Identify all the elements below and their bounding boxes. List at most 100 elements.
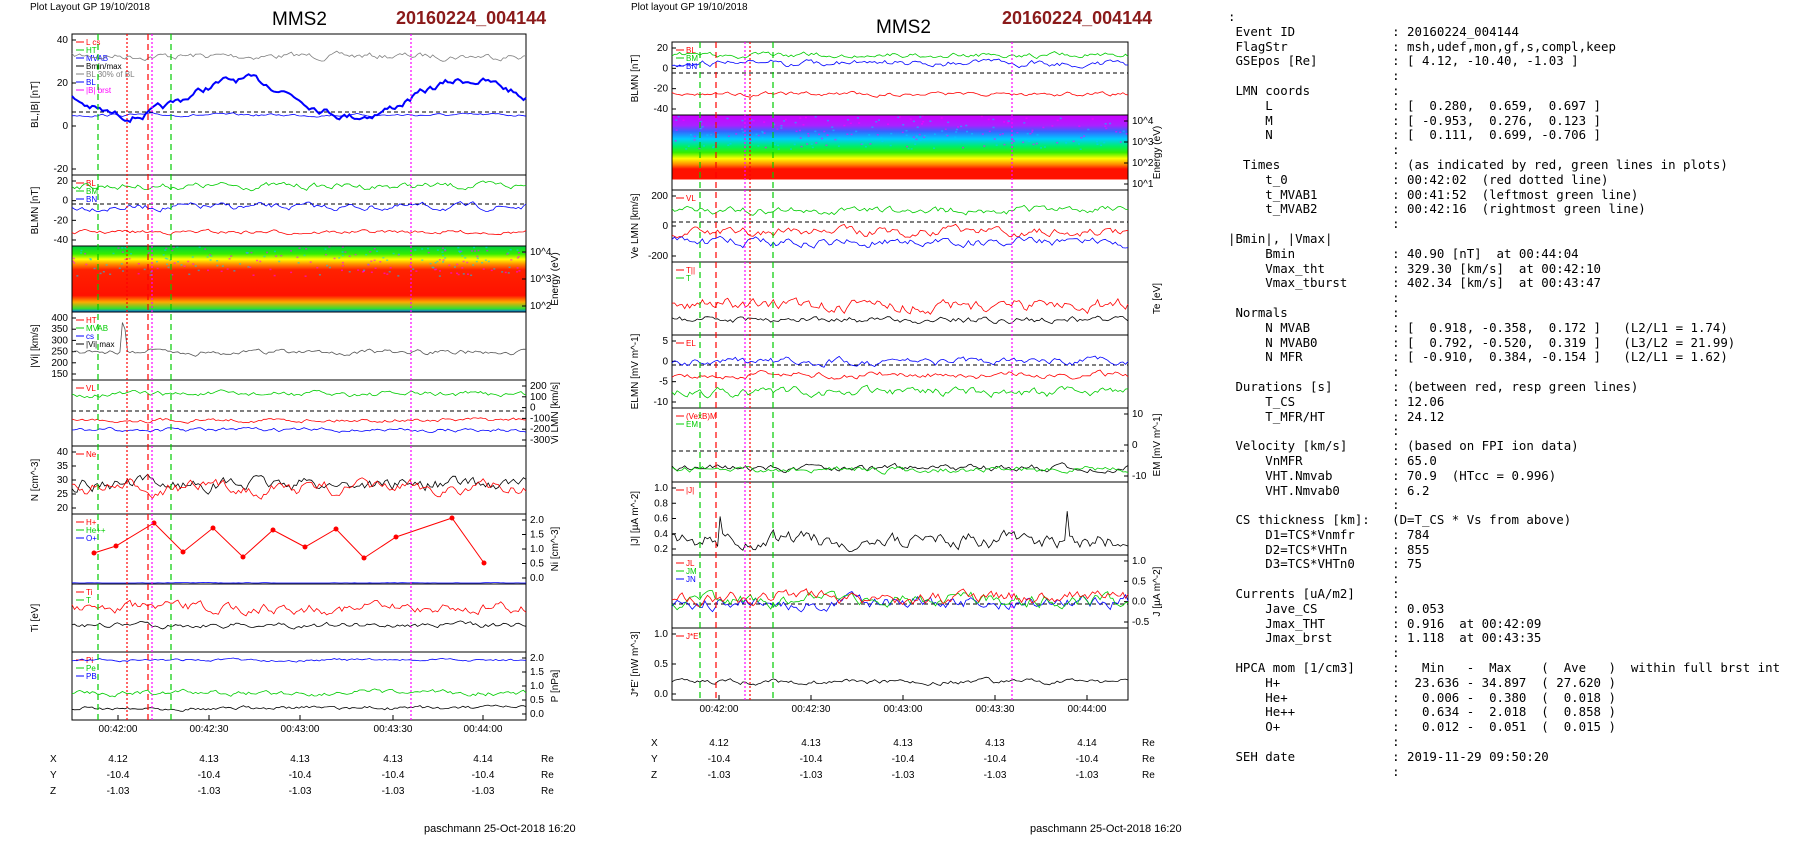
y-tick-label: 1.0 <box>1132 556 1146 567</box>
spectrogram-pixel <box>677 115 680 118</box>
info-line: t_MVAB1 : 00:41:52 (leftmost green line) <box>1228 186 1639 202</box>
spectrogram-pixel <box>167 266 170 269</box>
y-axis-label: Vi LMN [km/s] <box>550 382 561 444</box>
y-tick-label: 0 <box>62 196 68 207</box>
spectrogram-pixel <box>374 267 377 270</box>
spectrogram-pixel <box>517 252 520 254</box>
coord-value: 4.13 <box>199 754 219 765</box>
info-line: D1=TCS*Vnmfr : 784 <box>1228 526 1430 542</box>
spectrogram-pixel <box>434 261 437 264</box>
panel-frame <box>71 513 527 585</box>
spectrogram-pixel <box>763 132 766 134</box>
spectrogram-pixel <box>1087 128 1090 131</box>
spectrogram-pixel <box>1072 140 1075 143</box>
spectrogram-pixel <box>1096 140 1099 143</box>
info-line: : <box>1228 364 1400 380</box>
spectrogram-pixel <box>450 272 453 274</box>
spectrogram-pixel <box>379 261 382 263</box>
legend-entry: HT <box>86 46 97 55</box>
spectrogram-pixel <box>191 256 194 258</box>
y-tick-label: -10 <box>654 397 669 408</box>
spectrogram-pixel <box>1026 132 1029 135</box>
y-tick-label: 0.0 <box>530 709 544 720</box>
spectrogram-pixel <box>421 259 424 261</box>
spectrogram-pixel <box>940 117 943 119</box>
spectrogram-pixel <box>689 134 692 136</box>
legend-entry: T <box>686 274 691 283</box>
spectrogram-pixel <box>453 266 456 268</box>
spectrogram-pixel <box>472 264 475 266</box>
spectrogram-pixel <box>250 251 253 254</box>
spectrogram-pixel <box>826 119 829 122</box>
y-tick-label: 2.0 <box>530 515 544 526</box>
y-tick-label: 1.0 <box>654 483 668 494</box>
series-line <box>671 465 1129 475</box>
series-line <box>671 355 1129 368</box>
y-tick-label: 1.0 <box>654 629 668 640</box>
spectrogram-pixel <box>682 119 685 121</box>
spectrogram-pixel <box>438 270 441 272</box>
spectrogram-pixel <box>685 148 688 150</box>
legend-entry: JL <box>686 559 695 568</box>
spectrogram-pixel <box>826 134 829 136</box>
info-line: Jmax_brst : 1.118 at 00:43:35 <box>1228 630 1542 646</box>
spectrogram-pixel <box>383 272 386 275</box>
he-marker <box>481 560 487 566</box>
series-line <box>671 676 1129 686</box>
spectrogram-pixel <box>887 123 890 125</box>
spectrogram-pixel <box>1043 146 1046 148</box>
info-line: Jave_CS : 0.053 <box>1228 600 1445 616</box>
series-line <box>671 462 1129 474</box>
spectrogram-pixel <box>1125 139 1128 142</box>
coord-value: 4.13 <box>985 738 1005 749</box>
legend-entry: VL <box>686 194 696 203</box>
spectrogram-pixel <box>341 251 344 253</box>
coord-value: -10.4 <box>892 754 915 765</box>
spectrogram-pixel <box>150 271 153 273</box>
coord-value: -10.4 <box>800 754 823 765</box>
coord-unit: Re <box>1142 770 1155 781</box>
spectrogram-pixel <box>117 247 120 249</box>
spectrogram-pixel <box>122 270 125 272</box>
info-line: : <box>1228 142 1400 158</box>
info-line: Bmin : 40.90 [nT] at 00:44:04 <box>1228 245 1579 261</box>
y-axis-label: ELMN [mV m^-1] <box>630 333 641 409</box>
spectrogram-pixel <box>1077 143 1080 145</box>
spectrogram-pixel <box>1012 140 1015 142</box>
info-line: : <box>1228 423 1400 439</box>
coord-value: -10.4 <box>984 754 1007 765</box>
spectrogram-pixel <box>459 250 462 253</box>
spectrogram-pixel <box>516 249 519 251</box>
info-line: D3=TCS*VHTn0 : 75 <box>1228 556 1422 572</box>
spectrogram-pixel <box>76 275 79 277</box>
spectrogram-pixel <box>233 270 236 272</box>
spectrogram-pixel <box>1100 144 1103 147</box>
y-tick-label: 0.5 <box>1132 576 1146 587</box>
spectrogram-pixel <box>1078 125 1081 127</box>
spectrogram-pixel <box>249 266 252 269</box>
panel-frame <box>671 554 1129 629</box>
spectrogram-pixel <box>481 261 484 264</box>
info-line: Currents [uA/m2] : <box>1228 586 1400 602</box>
spectrogram-pixel <box>1080 136 1083 139</box>
spectrogram-pixel <box>832 129 835 132</box>
spectrogram-pixel <box>710 133 713 136</box>
spectrogram-pixel <box>147 252 150 254</box>
spectrogram-pixel <box>230 255 233 257</box>
y-tick-label: 20 <box>57 503 69 514</box>
spectrogram-pixel <box>1029 132 1032 135</box>
x-tick-label: 00:43:30 <box>976 704 1015 715</box>
spectrogram-pixel <box>73 262 76 264</box>
info-line: He+ : 0.006 - 0.380 ( 0.018 ) <box>1228 689 1616 705</box>
spectrogram-pixel <box>944 128 947 130</box>
spectrogram-pixel <box>457 246 460 249</box>
spectrogram-pixel <box>137 272 140 275</box>
series-line <box>71 688 527 698</box>
spectrogram-pixel <box>933 147 936 149</box>
spectrogram-pixel <box>369 251 372 253</box>
spectrogram-pixel <box>466 261 469 264</box>
spectrogram-pixel <box>780 124 783 127</box>
